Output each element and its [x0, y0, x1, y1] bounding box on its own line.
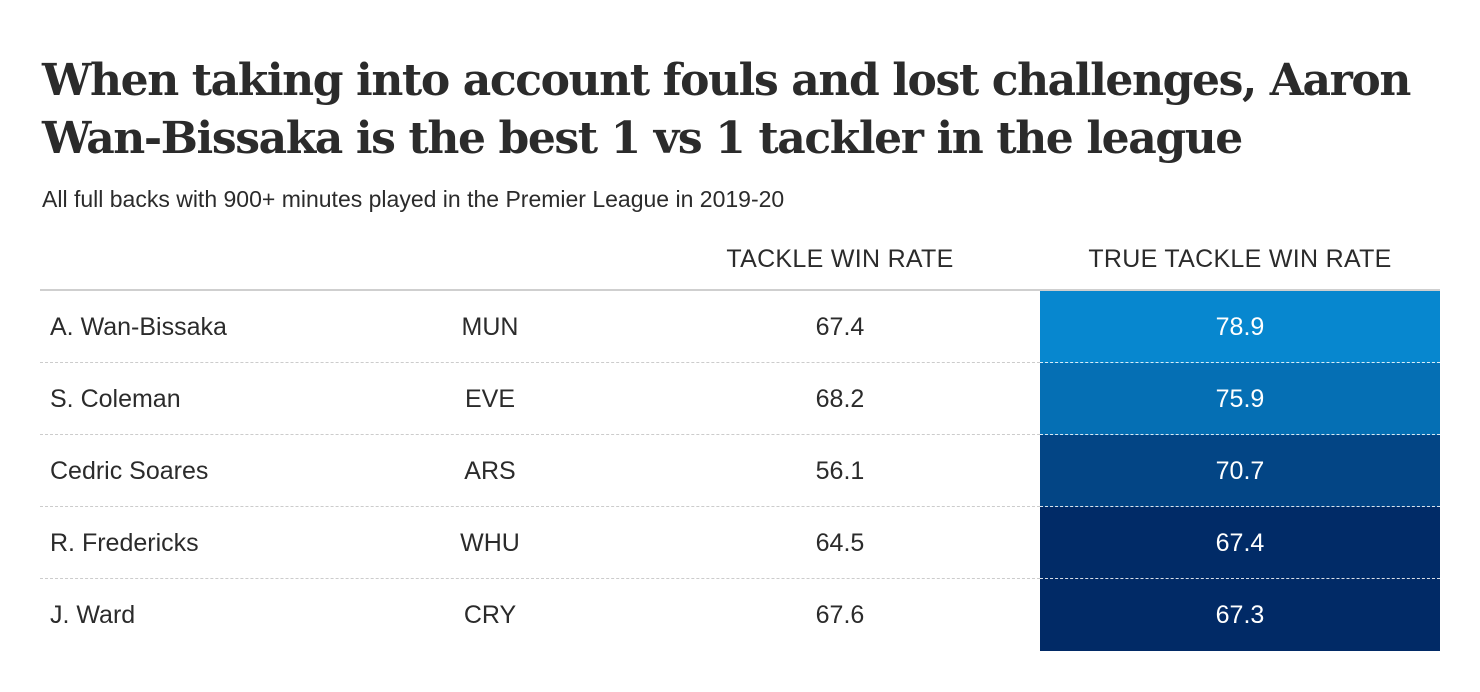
player-name: S. Coleman [50, 385, 181, 413]
row-divider [40, 362, 1040, 363]
column-header-tackle-win-rate: TACKLE WIN RATE [726, 245, 954, 273]
true-tackle-win-rate-cell: 78.9 [1040, 291, 1440, 363]
row-divider [40, 506, 1040, 507]
true-tackle-win-rate-cell: 67.3 [1040, 579, 1440, 651]
row-divider [40, 578, 1040, 579]
team-code: EVE [464, 385, 516, 413]
tackle-win-rate-cell: 67.4 [815, 313, 865, 341]
true-tackle-win-rate-cell: 75.9 [1040, 363, 1440, 435]
row-divider [1040, 506, 1440, 507]
table-row: 67.3 J. Ward CRY 67.6 [40, 579, 1440, 651]
team-code: WHU [460, 529, 520, 557]
row-divider [1040, 434, 1440, 435]
header-rule [40, 289, 1440, 291]
tackle-win-rate-cell: 56.1 [815, 457, 865, 485]
tackle-win-rate-cell: 64.5 [815, 529, 865, 557]
row-divider [40, 434, 1040, 435]
tackle-win-rate-cell: 68.2 [815, 385, 865, 413]
player-name: A. Wan-Bissaka [50, 313, 227, 341]
table-row: 75.9 S. Coleman EVE 68.2 [40, 363, 1440, 435]
chart-title: When taking into account fouls and lost … [42, 55, 1411, 164]
row-divider [1040, 362, 1440, 363]
player-name: Cedric Soares [50, 457, 209, 485]
team-code: ARS [464, 457, 516, 485]
team-code: CRY [463, 601, 517, 629]
player-name: J. Ward [50, 601, 136, 629]
table-row: 78.9 A. Wan-Bissaka MUN 67.4 [40, 291, 1440, 363]
table-row: 70.7 Cedric Soares ARS 56.1 [40, 435, 1440, 507]
team-code: MUN [461, 313, 519, 341]
column-header-true-tackle-win-rate: TRUE TACKLE WIN RATE [1088, 245, 1392, 273]
chart-subtitle: All full backs with 900+ minutes played … [42, 186, 785, 212]
tackle-win-rate-cell: 67.6 [815, 601, 865, 629]
player-name: R. Fredericks [50, 529, 199, 557]
true-tackle-win-rate-cell: 70.7 [1040, 435, 1440, 507]
true-tackle-win-rate-cell: 67.4 [1040, 507, 1440, 579]
row-divider [1040, 578, 1440, 579]
table-row: 67.4 R. Fredericks WHU 64.5 [40, 507, 1440, 579]
